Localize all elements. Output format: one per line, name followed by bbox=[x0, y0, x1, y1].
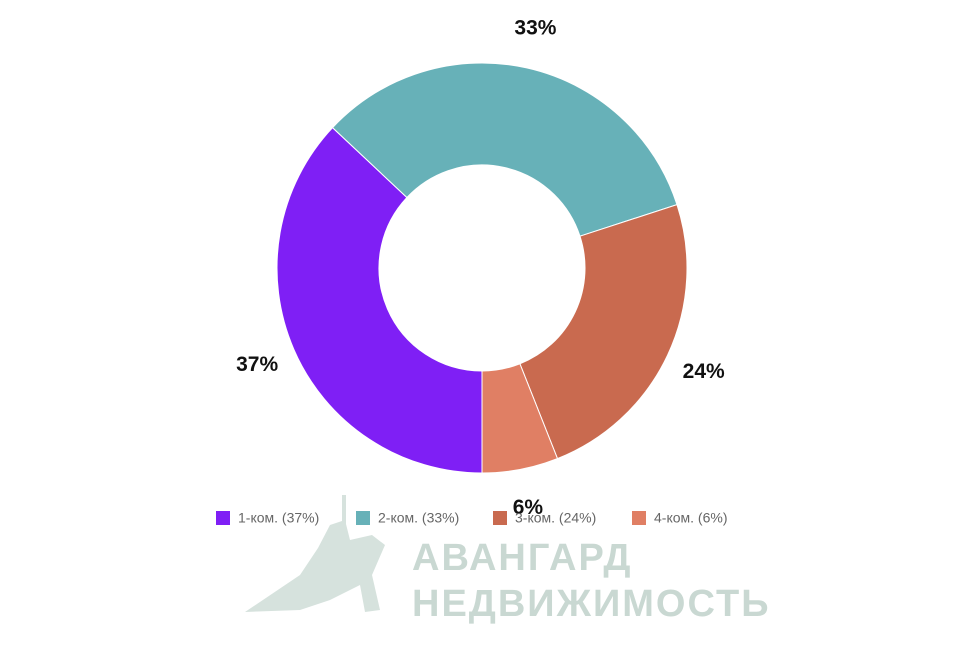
donut-slice bbox=[331, 62, 678, 237]
legend-label: 4-ком. (6%) bbox=[654, 510, 727, 526]
watermark-text: АВАНГАРД bbox=[412, 537, 633, 579]
data-label: 33% bbox=[514, 16, 556, 39]
watermark-text: НЕДВИЖИМОСТЬ bbox=[412, 583, 771, 625]
legend-swatch bbox=[216, 511, 230, 525]
donut-slice bbox=[519, 204, 688, 460]
watermark-logo bbox=[245, 495, 385, 612]
data-label: 6% bbox=[513, 496, 544, 519]
donut-slice bbox=[481, 363, 559, 474]
legend-label: 3-ком. (24%) bbox=[515, 510, 596, 526]
data-label: 37% bbox=[236, 353, 278, 376]
data-label: 24% bbox=[683, 360, 725, 383]
donut-slice bbox=[276, 126, 483, 474]
legend-swatch bbox=[356, 511, 370, 525]
legend-swatch bbox=[632, 511, 646, 525]
legend-swatch bbox=[493, 511, 507, 525]
legend-label: 2-ком. (33%) bbox=[378, 510, 459, 526]
legend-label: 1-ком. (37%) bbox=[238, 510, 319, 526]
